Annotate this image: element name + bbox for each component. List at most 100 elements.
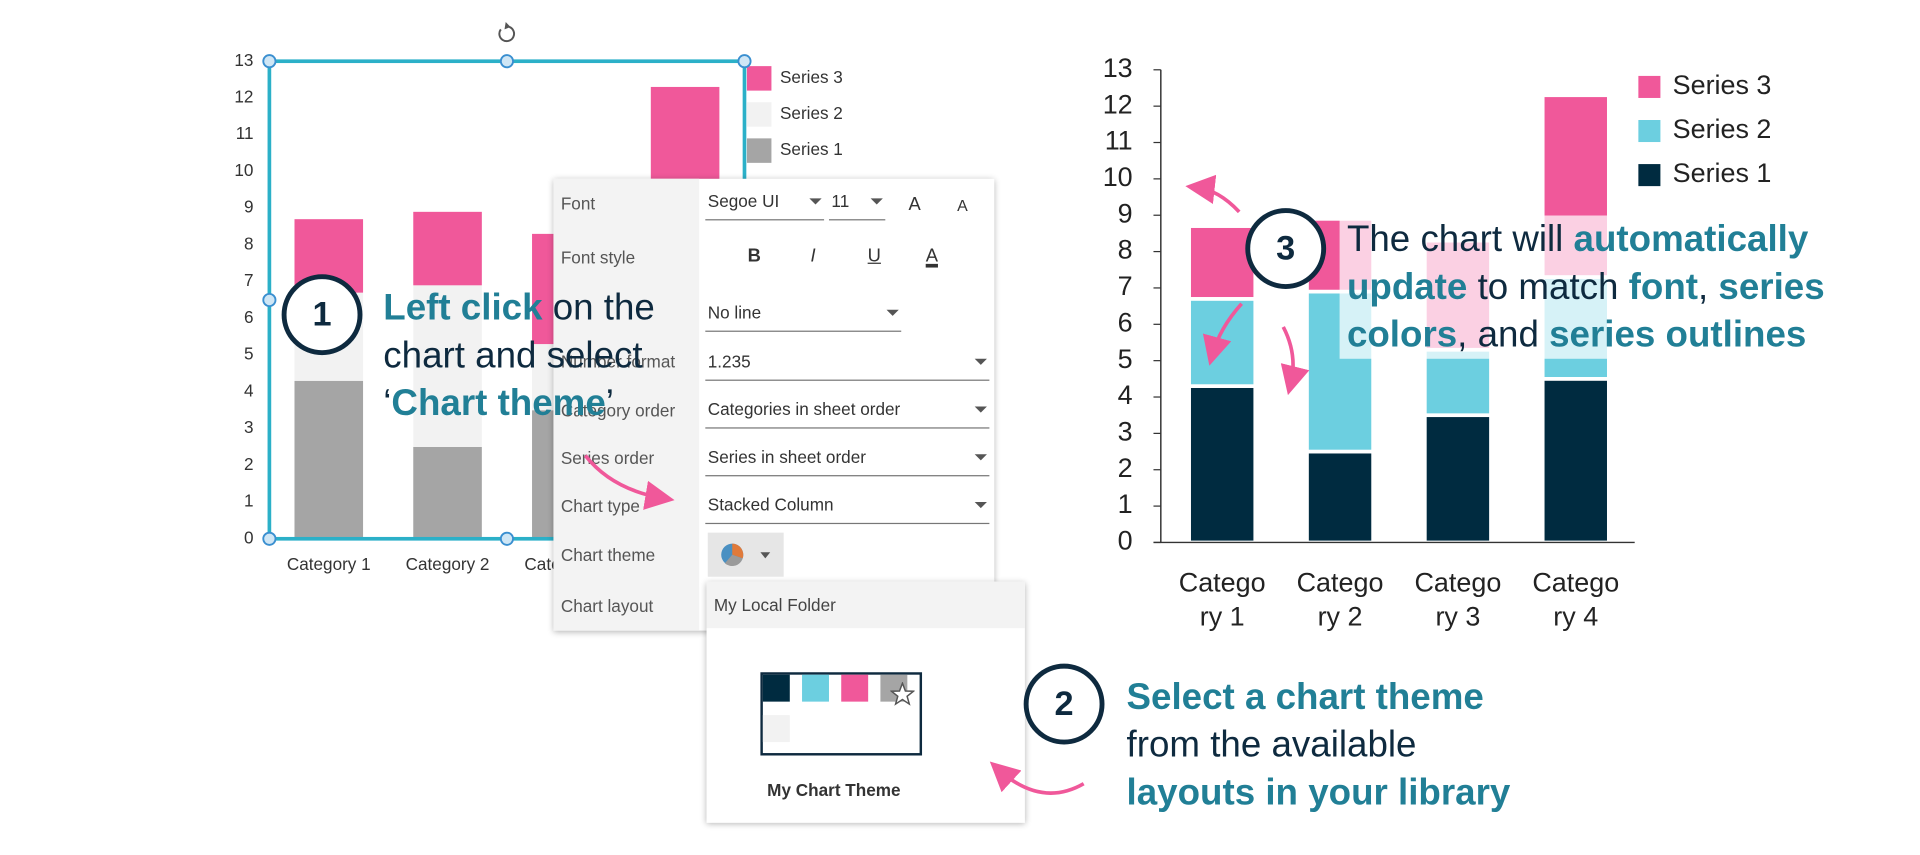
- resize-handle[interactable]: [262, 531, 277, 546]
- legend-swatch: [1638, 75, 1661, 98]
- dropdown[interactable]: No line: [705, 299, 902, 332]
- style-button[interactable]: A: [925, 245, 938, 267]
- bar-segment: [1423, 413, 1493, 545]
- y-tick-label: 3: [1118, 416, 1133, 446]
- popup-header: [706, 581, 1025, 629]
- resize-handle[interactable]: [262, 292, 277, 308]
- theme-swatch: [762, 715, 790, 743]
- style-button[interactable]: I: [810, 245, 816, 267]
- text-segment: The chart will: [1346, 219, 1574, 260]
- x-tick-label: Category 2: [1296, 566, 1384, 632]
- y-tick-label: 5: [1118, 344, 1133, 374]
- text-segment: update: [1346, 266, 1468, 308]
- legend-swatch: [746, 102, 772, 127]
- text-segment: series outlines: [1549, 314, 1807, 356]
- x-tick-label: Category 1: [1178, 566, 1266, 632]
- field-label: Chart type: [560, 495, 640, 516]
- shrink-font[interactable]: A: [957, 196, 968, 215]
- legend-swatch: [746, 66, 772, 91]
- theme-swatch: [762, 674, 790, 702]
- y-tick-label: 9: [1118, 198, 1133, 228]
- field-label: Font: [560, 193, 596, 214]
- step-line: ‘Chart theme’: [383, 380, 655, 428]
- dropdown[interactable]: 11: [828, 187, 886, 221]
- text-segment: ’: [605, 383, 614, 424]
- step-text: Left click on the chart and select ‘Chart …: [383, 284, 655, 427]
- step-line: chart and select: [383, 332, 655, 380]
- theme-button[interactable]: [707, 532, 784, 577]
- text-segment: series: [1718, 266, 1825, 308]
- text-segment: Left click: [383, 287, 543, 329]
- dropdown[interactable]: Segoe UI: [705, 187, 825, 221]
- legend-label: Series 1: [1673, 158, 1772, 188]
- text-segment: , and: [1457, 314, 1550, 356]
- bar-segment: [1187, 384, 1258, 545]
- text-segment: ‘: [383, 383, 392, 424]
- style-button[interactable]: B: [747, 245, 761, 267]
- legend-swatch: [746, 138, 772, 163]
- format-panel: Font Font style Number format Category orde…: [553, 178, 995, 631]
- y-tick-label: 9: [244, 197, 254, 217]
- style-button[interactable]: U: [867, 245, 881, 267]
- rotate-arrow: [504, 22, 511, 30]
- y-tick-label: 10: [1103, 162, 1133, 192]
- text-segment: Select a chart theme: [1126, 677, 1484, 718]
- step-line: Select a chart theme: [1127, 673, 1511, 721]
- y-tick-label: 11: [1105, 126, 1133, 156]
- bar-segment: [1540, 377, 1611, 545]
- dropdown[interactable]: 1.235: [705, 348, 990, 381]
- dropdown[interactable]: Stacked Column: [705, 491, 990, 525]
- step-line: update to match font, series: [1347, 263, 1825, 311]
- bar-segment: [413, 285, 482, 447]
- star-icon[interactable]: [890, 682, 915, 706]
- text-segment: font: [1628, 266, 1699, 308]
- field-label: Font style: [560, 247, 636, 267]
- step-line: from the available: [1127, 721, 1511, 769]
- step-line: The chart will automatically: [1347, 216, 1825, 264]
- step-text: Select a chart theme from the available la…: [1127, 673, 1511, 816]
- bar-segment: [413, 211, 482, 286]
- y-tick-label: 13: [1103, 53, 1133, 83]
- text-segment: from the available: [1126, 724, 1417, 766]
- dropdown[interactable]: Series in sheet order: [705, 443, 990, 477]
- step-line: Left click on the: [383, 284, 655, 332]
- bar-segment: [413, 446, 482, 539]
- field-label: Chart layout: [560, 596, 654, 616]
- bar-segment: [1187, 297, 1258, 388]
- step-line: layouts in your library: [1127, 769, 1511, 817]
- theme-name: My Chart Theme: [767, 780, 901, 800]
- step-line: colors, and series outlines: [1347, 311, 1825, 359]
- x-tick-label: Category 3: [1414, 566, 1502, 632]
- step-badge: 3: [1245, 208, 1327, 289]
- bar-segment: [1423, 347, 1493, 418]
- grow-font[interactable]: A: [908, 194, 921, 215]
- resize-handle[interactable]: [737, 54, 752, 69]
- resize-handle[interactable]: [499, 54, 514, 69]
- rotate-icon[interactable]: [498, 26, 516, 43]
- label-column: [553, 178, 700, 631]
- legend-swatch: [1638, 164, 1661, 187]
- resize-handle[interactable]: [262, 54, 277, 69]
- y-tick-label: 8: [1118, 235, 1133, 265]
- y-tick-label: 4: [1118, 380, 1133, 410]
- text-segment: Chart theme: [391, 383, 606, 424]
- text-segment: colors: [1346, 314, 1458, 356]
- dropdown[interactable]: Categories in sheet order: [705, 396, 990, 429]
- y-tick-label: 11: [236, 123, 254, 143]
- step-text: The chart will automatically update to ma…: [1339, 215, 1832, 359]
- text-segment: chart and select: [383, 335, 643, 376]
- y-tick-label: 3: [244, 417, 254, 437]
- x-tick-label: Category 4: [1532, 566, 1620, 632]
- resize-handle[interactable]: [499, 531, 514, 546]
- y-tick-label: 8: [244, 233, 254, 253]
- legend-label: Series 1: [780, 139, 843, 159]
- folder-name: My Local Folder: [713, 595, 836, 615]
- y-tick-label: 0: [244, 527, 254, 547]
- y-tick-label: 1: [244, 491, 254, 511]
- field-label: Series order: [560, 448, 655, 468]
- y-tick-label: 2: [1118, 453, 1133, 483]
- legend-label: Series 3: [780, 67, 843, 87]
- y-tick-label: 10: [234, 160, 253, 180]
- field-label: Chart theme: [560, 544, 656, 565]
